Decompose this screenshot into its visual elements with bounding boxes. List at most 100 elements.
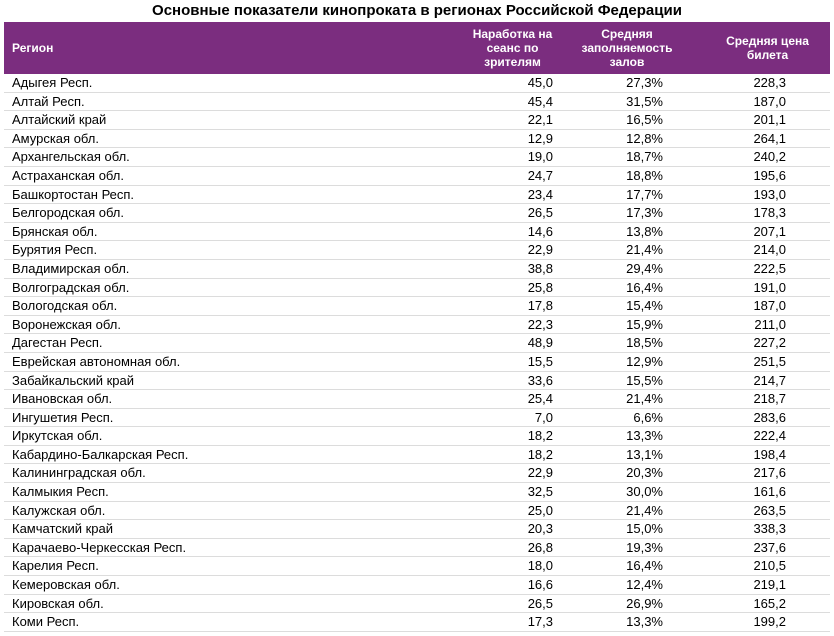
region-cell: Воронежская обл. bbox=[12, 316, 121, 332]
value-cell: 6,6% bbox=[633, 409, 663, 425]
value-cell: 15,4% bbox=[626, 298, 663, 314]
value-cell: 283,6 bbox=[753, 409, 786, 425]
value-cell: 21,4% bbox=[626, 391, 663, 407]
value-cell: 237,6 bbox=[753, 539, 786, 555]
value-cell: 48,9 bbox=[527, 335, 553, 351]
value-cell: 195,6 bbox=[753, 167, 786, 183]
region-cell: Калужская обл. bbox=[12, 502, 106, 518]
value-cell: 15,5% bbox=[626, 372, 663, 388]
table-row: Коми Респ. 17,3 13,3% 199,2 bbox=[4, 613, 830, 632]
region-cell: Астраханская обл. bbox=[12, 167, 124, 183]
table-body: Адыгея Респ. 45,0 27,3% 228,3 Алтай Респ. 45,… bbox=[4, 74, 830, 632]
value-cell: 26,5 bbox=[527, 595, 553, 611]
value-cell: 19,0 bbox=[527, 149, 553, 165]
table-row: Кабардино-Балкарская Респ. 18,2 13,1% 198,4 bbox=[4, 446, 830, 465]
value-cell: 214,0 bbox=[753, 242, 786, 258]
value-cell: 32,5 bbox=[527, 484, 553, 500]
value-cell: 199,2 bbox=[753, 614, 786, 630]
value-cell: 263,5 bbox=[753, 502, 786, 518]
value-cell: 264,1 bbox=[753, 130, 786, 146]
table-row: Владимирская обл. 38,8 29,4% 222,5 bbox=[4, 260, 830, 279]
value-cell: 214,7 bbox=[753, 372, 786, 388]
header-cell: Наработка на сеанс по зрителям bbox=[472, 27, 553, 69]
value-cell: 187,0 bbox=[753, 93, 786, 109]
table-row: Ингушетия Респ. 7,0 6,6% 283,6 bbox=[4, 409, 830, 428]
header-cell: Средняя цена билета bbox=[726, 34, 809, 62]
value-cell: 207,1 bbox=[753, 223, 786, 239]
value-cell: 25,4 bbox=[527, 391, 553, 407]
value-cell: 217,6 bbox=[753, 465, 786, 481]
value-cell: 18,5% bbox=[626, 335, 663, 351]
region-cell: Иркутская обл. bbox=[12, 428, 103, 444]
table-row: Дагестан Респ. 48,9 18,5% 227,2 bbox=[4, 334, 830, 353]
value-cell: 26,9% bbox=[626, 595, 663, 611]
value-cell: 222,4 bbox=[753, 428, 786, 444]
value-cell: 16,4% bbox=[626, 279, 663, 295]
value-cell: 27,3% bbox=[626, 75, 663, 90]
region-cell: Калининградская обл. bbox=[12, 465, 146, 481]
table-row: Архангельская обл. 19,0 18,7% 240,2 bbox=[4, 148, 830, 167]
value-cell: 14,6 bbox=[527, 223, 553, 239]
region-cell: Кировская обл. bbox=[12, 595, 104, 611]
header-row: Регион Наработка на сеанс по зрителям Сред… bbox=[4, 22, 830, 74]
value-cell: 210,5 bbox=[753, 558, 786, 574]
table-row: Камчатский край 20,3 15,0% 338,3 bbox=[4, 520, 830, 539]
value-cell: 30,0% bbox=[626, 484, 663, 500]
value-cell: 21,4% bbox=[626, 242, 663, 258]
value-cell: 219,1 bbox=[753, 577, 786, 593]
value-cell: 17,3% bbox=[626, 205, 663, 221]
value-cell: 16,6 bbox=[527, 577, 553, 593]
value-cell: 13,8% bbox=[626, 223, 663, 239]
region-cell: Карачаево-Черкесская Респ. bbox=[12, 539, 187, 555]
value-cell: 12,4% bbox=[626, 577, 663, 593]
value-cell: 45,4 bbox=[527, 93, 553, 109]
table-row: Еврейская автономная обл. 15,5 12,9% 251,5 bbox=[4, 353, 830, 372]
table-row: Кировская обл. 26,5 26,9% 165,2 bbox=[4, 595, 830, 614]
value-cell: 201,1 bbox=[753, 112, 786, 128]
value-cell: 18,7% bbox=[626, 149, 663, 165]
region-cell: Вологодская обл. bbox=[12, 298, 118, 314]
value-cell: 19,3% bbox=[626, 539, 663, 555]
table-row: Алтай Респ. 45,4 31,5% 187,0 bbox=[4, 93, 830, 112]
value-cell: 31,5% bbox=[626, 93, 663, 109]
region-cell: Белгородская обл. bbox=[12, 205, 125, 221]
value-cell: 13,3% bbox=[626, 428, 663, 444]
value-cell: 198,4 bbox=[753, 446, 786, 462]
value-cell: 178,3 bbox=[753, 205, 786, 221]
table-row: Карелия Респ. 18,0 16,4% 210,5 bbox=[4, 557, 830, 577]
value-cell: 22,9 bbox=[527, 242, 553, 258]
value-cell: 15,9% bbox=[626, 316, 663, 332]
table-row: Вологодская обл. 17,8 15,4% 187,0 bbox=[4, 297, 830, 316]
region-cell: Ивановская обл. bbox=[12, 391, 113, 407]
value-cell: 18,8% bbox=[626, 167, 663, 183]
region-cell: Башкортостан Респ. bbox=[12, 186, 135, 202]
table-row: Белгородская обл. 26,5 17,3% 178,3 bbox=[4, 204, 830, 223]
value-cell: 18,2 bbox=[527, 446, 553, 462]
value-cell: 22,3 bbox=[527, 316, 553, 332]
region-cell: Амурская обл. bbox=[12, 130, 99, 146]
table-row: Волгоградская обл. 25,8 16,4% 191,0 bbox=[4, 279, 830, 298]
value-cell: 240,2 bbox=[753, 149, 786, 165]
value-cell: 193,0 bbox=[753, 186, 786, 202]
region-cell: Архангельская обл. bbox=[12, 149, 130, 165]
value-cell: 29,4% bbox=[626, 260, 663, 276]
region-cell: Бурятия Респ. bbox=[12, 242, 98, 258]
table-row: Калужская обл. 25,0 21,4% 263,5 bbox=[4, 502, 830, 521]
table-row: Бурятия Респ. 22,9 21,4% 214,0 bbox=[4, 241, 830, 260]
title: Основные показатели кинопроката в регион… bbox=[152, 2, 682, 19]
value-cell: 16,4% bbox=[626, 558, 663, 574]
table-row: Астраханская обл. 24,7 18,8% 195,6 bbox=[4, 167, 830, 186]
value-cell: 17,3 bbox=[527, 614, 553, 630]
value-cell: 17,7% bbox=[626, 186, 663, 202]
value-cell: 23,4 bbox=[527, 186, 553, 202]
region-cell: Камчатский край bbox=[12, 521, 113, 537]
value-cell: 26,8 bbox=[527, 539, 553, 555]
header-cell: Регион bbox=[12, 41, 54, 55]
value-cell: 33,6 bbox=[527, 372, 553, 388]
value-cell: 25,0 bbox=[527, 502, 553, 518]
table-row: Брянская обл. 14,6 13,8% 207,1 bbox=[4, 223, 830, 242]
region-cell: Кемеровская обл. bbox=[12, 577, 120, 593]
value-cell: 12,9 bbox=[527, 130, 553, 146]
value-cell: 22,1 bbox=[527, 112, 553, 128]
